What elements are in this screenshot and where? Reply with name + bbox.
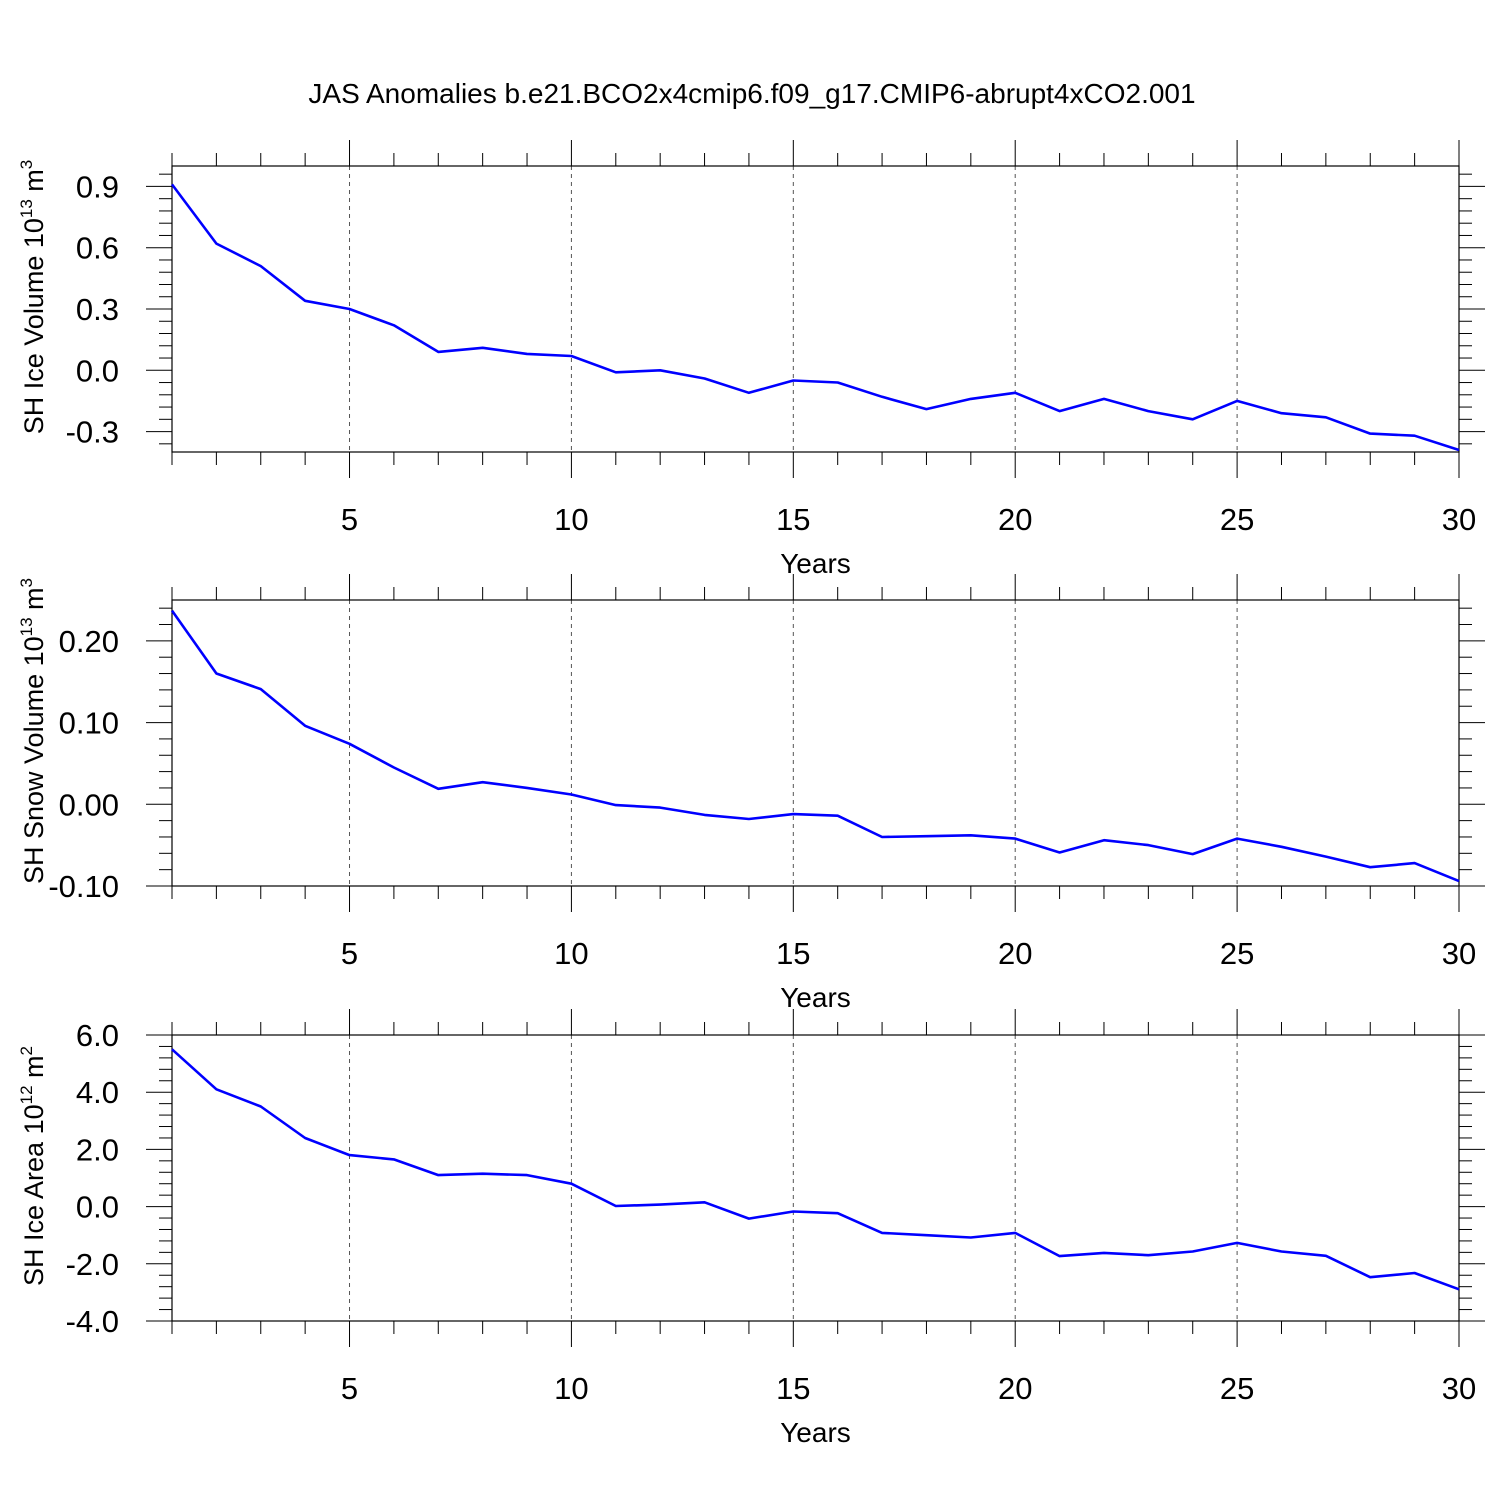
snow-volume-x-tick-label: 10	[554, 936, 588, 971]
ice-area-x-tick-label: 15	[776, 1371, 810, 1406]
ice-area-series-line-0	[171, 1048, 1460, 1291]
ice-area-y-axis-label: SH Ice Area 1012 m2	[17, 1046, 49, 1286]
ice-area-x-axis-label: Years	[780, 1417, 851, 1448]
ice-area-x-tick-label: 5	[341, 1371, 358, 1406]
snow-volume-x-tick-label: 25	[1220, 936, 1254, 971]
snow-volume-x-tick-label: 5	[341, 936, 358, 971]
panel-ice-volume: 0.9 0.6 0.3 0.0 -0.3 5 10 15 20 25 30 Years SH Ice V…	[17, 140, 1485, 579]
ice-volume-x-tick-label: 10	[554, 502, 588, 537]
ice-volume-y-axis-label: SH Ice Volume 1013 m3	[17, 160, 49, 435]
chart-title: JAS Anomalies b.e21.BCO2x4cmip6.f09_g17.…	[308, 78, 1195, 109]
snow-volume-x-axis-label: Years	[780, 982, 851, 1013]
ice-area-x-tick-label: 25	[1220, 1371, 1254, 1406]
snow-volume-y-axis-label: SH Snow Volume 1013 m3	[17, 578, 49, 884]
ice-area-y-tick-label: -4.0	[66, 1304, 119, 1339]
snow-volume-x-tick-label: 30	[1442, 936, 1476, 971]
panel-ice-area: 6.0 4.0 2.0 0.0 -2.0 -4.0 5 10 15 20 25 30 Years SH I…	[17, 1009, 1485, 1448]
panel-snow-volume: 0.20 0.10 0.00 -0.10 5 10 15 20 25 30 Years SH Snow…	[17, 574, 1485, 1013]
ice-volume-x-tick-label: 30	[1442, 502, 1476, 537]
ice-volume-y-tick-label: -0.3	[66, 415, 119, 450]
ice-area-y-tick-label: 4.0	[76, 1075, 119, 1110]
snow-volume-x-tick-label: 20	[998, 936, 1032, 971]
ice-area-y-tick-label: -2.0	[66, 1247, 119, 1282]
snow-volume-x-tick-label: 15	[776, 936, 810, 971]
snow-volume-series-line-0	[170, 609, 1460, 883]
ice-area-x-tick-label: 30	[1442, 1371, 1476, 1406]
ice-area-plot-frame	[171, 1034, 1460, 1322]
snow-volume-y-tick-label: 0.00	[59, 787, 119, 822]
ice-volume-x-axis-label: Years	[780, 548, 851, 579]
ice-volume-y-tick-label: 0.6	[76, 231, 119, 266]
ice-area-x-tick-label: 20	[998, 1371, 1032, 1406]
ice-area-y-tick-label: 0.0	[76, 1190, 119, 1225]
snow-volume-plot-frame	[171, 599, 1460, 887]
ice-volume-x-tick-label: 20	[998, 502, 1032, 537]
snow-volume-y-tick-label: 0.10	[59, 706, 119, 741]
ice-volume-x-tick-label: 5	[341, 502, 358, 537]
ice-area-y-tick-label: 6.0	[76, 1018, 119, 1053]
ice-area-x-tick-label: 10	[554, 1371, 588, 1406]
ice-volume-x-tick-label: 25	[1220, 502, 1254, 537]
ice-volume-y-tick-label: 0.0	[76, 353, 119, 388]
ice-volume-series-line-0	[170, 183, 1460, 452]
snow-volume-y-tick-label: -0.10	[48, 869, 119, 904]
ice-area-y-tick-label: 2.0	[76, 1132, 119, 1167]
ice-volume-y-tick-label: 0.9	[76, 169, 119, 204]
ice-volume-x-tick-label: 15	[776, 502, 810, 537]
ice-volume-y-tick-label: 0.3	[76, 292, 119, 327]
snow-volume-y-tick-label: 0.20	[59, 624, 119, 659]
